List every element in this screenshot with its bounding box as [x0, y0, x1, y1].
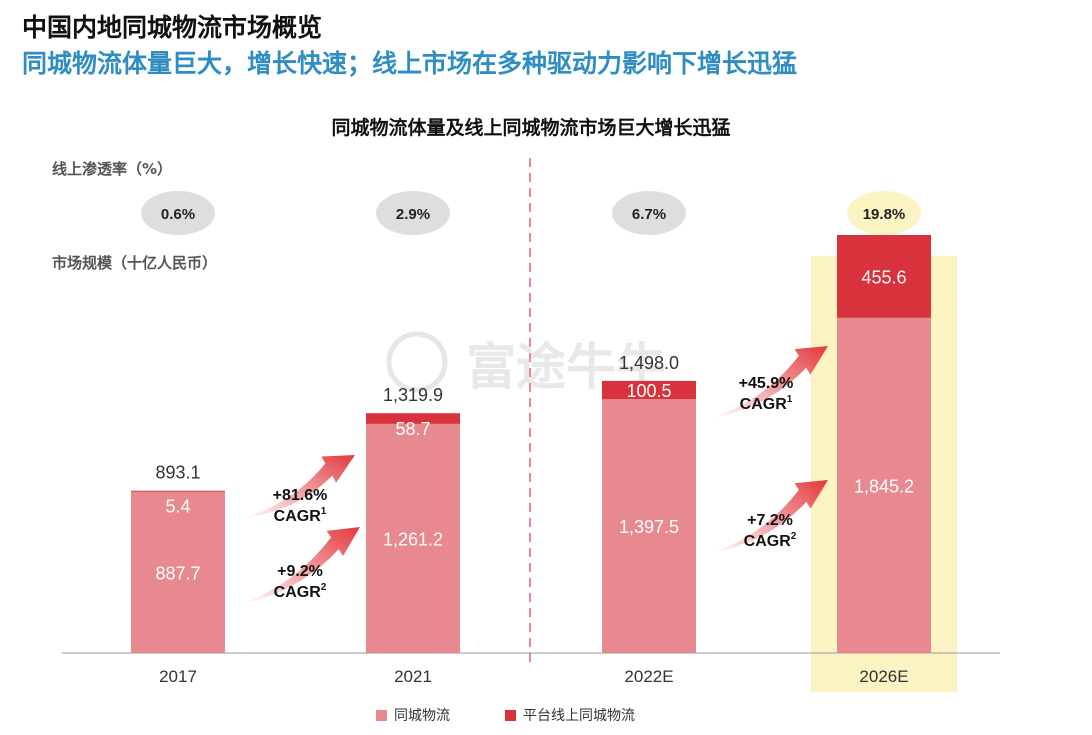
penetration-value-2017: 0.6% [161, 206, 195, 223]
growth-value-2017-upper: +81.6% [273, 487, 328, 504]
bar-offline-2022E [602, 399, 696, 653]
cagr-footnote: 2 [321, 582, 327, 593]
growth-value-2022E-lower: +7.2% [747, 512, 793, 529]
growth-arrow-icon-2017-upper [242, 455, 355, 518]
bar-label-offline-2021: 1,261.2 [383, 529, 443, 549]
bar-online-2022E [602, 380, 696, 400]
page-title: 中国内地同城物流市场概览 [22, 13, 323, 42]
penetration-axis-label: 线上渗透率（%） [52, 160, 172, 178]
bar-offline-2021 [366, 423, 460, 653]
bar-total-label-2017: 893.1 [155, 463, 200, 483]
cagr-footnote: 1 [321, 506, 327, 517]
bar-label-offline-2022E: 1,397.5 [619, 517, 679, 537]
bar-total-label-2022E: 1,498.0 [619, 353, 679, 373]
x-tick-label-2017: 2017 [159, 667, 197, 686]
penetration-pill-2022E [612, 191, 686, 235]
growth-arrow-icon-2022E-lower [712, 480, 828, 553]
growth-cagr-2017-upper: CAGR1 [274, 506, 327, 525]
legend-label-offline: 同城物流 [394, 708, 450, 724]
bar-label-online-2021: 58.7 [395, 419, 430, 439]
bar-online-2021 [366, 413, 460, 424]
chart-title: 同城物流体量及线上同城物流市场巨大增长迅猛 [331, 116, 730, 139]
penetration-pill-2026E [847, 191, 921, 235]
x-tick-label-2026E: 2026E [859, 667, 908, 686]
bar-offline-2026E [837, 317, 931, 653]
cagr-label: CAGR [740, 396, 788, 413]
penetration-value-2022E: 6.7% [632, 206, 666, 223]
penetration-pill-2021 [376, 191, 450, 235]
penetration-pill-2017 [141, 191, 215, 235]
page-subtitle: 同城物流体量巨大，增长快速；线上市场在多种驱动力影响下增长迅猛 [22, 49, 798, 78]
bar-total-label-2021: 1,319.9 [383, 385, 443, 405]
bar-label-offline-2026E: 1,845.2 [854, 476, 914, 496]
penetration-value-2026E: 19.8% [863, 206, 906, 223]
bar-label-online-2022E: 100.5 [626, 381, 671, 401]
cagr-label: CAGR [274, 508, 322, 525]
growth-cagr-2022E-lower: CAGR2 [744, 531, 797, 550]
market-size-axis-label: 市场规模（十亿人民币） [52, 254, 217, 272]
bar-online-2017 [131, 490, 225, 492]
penetration-value-2021: 2.9% [396, 206, 430, 223]
bar-label-online-2017: 5.4 [165, 497, 190, 517]
growth-cagr-2022E-upper: CAGR1 [740, 394, 793, 413]
growth-cagr-2017-lower: CAGR2 [274, 582, 327, 601]
cagr-footnote: 2 [791, 531, 797, 542]
bar-offline-2017 [131, 491, 225, 653]
cagr-label: CAGR [274, 584, 322, 601]
cagr-label: CAGR [744, 533, 792, 550]
growth-value-2022E-upper: +45.9% [739, 375, 794, 392]
x-tick-label-2021: 2021 [394, 667, 432, 686]
bar-label-online-2026E: 455.6 [861, 267, 906, 287]
legend-label-online: 平台线上同城物流 [523, 708, 635, 724]
watermark-logo-icon [386, 331, 448, 393]
x-tick-label-2022E: 2022E [624, 667, 673, 686]
growth-arrow-icon-2017-lower [242, 527, 360, 604]
bar-label-offline-2017: 887.7 [155, 563, 200, 583]
bar-online-2026E [837, 235, 931, 318]
growth-value-2017-lower: +9.2% [277, 563, 323, 580]
cagr-footnote: 1 [787, 394, 793, 405]
growth-arrow-icon-2022E-upper [712, 346, 828, 418]
legend-swatch-offline [376, 710, 387, 721]
legend-swatch-online [505, 710, 516, 721]
